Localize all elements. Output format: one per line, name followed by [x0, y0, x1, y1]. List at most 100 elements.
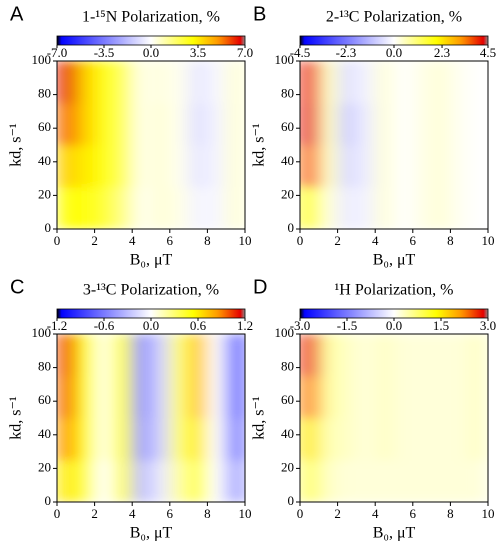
- heatmap-cell: [75, 61, 96, 104]
- heatmap-cell: [318, 187, 339, 229]
- heatmap-cell: [113, 187, 133, 229]
- heatmap-cell: [450, 334, 470, 377]
- heatmap-cell: [412, 334, 433, 377]
- x-tick-label: 4: [372, 233, 379, 248]
- heatmap-cell: [375, 334, 395, 377]
- heatmap-cell: [318, 334, 339, 377]
- heatmap-cell: [169, 61, 190, 104]
- heatmap-cell: [151, 145, 171, 188]
- y-tick-label: 60: [38, 119, 51, 134]
- heatmap-cell: [94, 460, 114, 502]
- heatmap-cell: [113, 460, 133, 502]
- y-axis-label: kd, s⁻¹: [251, 123, 268, 167]
- colorbar: [56, 35, 246, 46]
- heatmap-cell: [132, 103, 152, 146]
- heatmap-cell: [469, 103, 488, 146]
- x-axis-label: B₀, μT: [373, 252, 416, 269]
- colorbar-tick-label: 0.0: [386, 45, 402, 60]
- heatmap-cell: [431, 418, 451, 461]
- y-tick-label: 40: [281, 153, 294, 168]
- heatmap-cell: [356, 103, 376, 146]
- heatmap-cell: [132, 61, 152, 104]
- plot-frame: [299, 60, 489, 230]
- x-axis-label: B₀, μT: [373, 525, 416, 542]
- heatmap-cell: [450, 376, 470, 419]
- heatmap-cell: [132, 187, 152, 229]
- heatmap-cell: [94, 61, 114, 104]
- colorbar-tick-label: 3.0: [480, 318, 496, 333]
- heatmap-cell: [226, 376, 245, 419]
- heatmap-cell: [337, 418, 357, 461]
- colorbar-tick-label: -0.6: [94, 318, 115, 333]
- heatmap-cell: [169, 145, 190, 188]
- y-tick-label: 40: [38, 153, 51, 168]
- heatmap-cell: [469, 418, 488, 461]
- colorbar-tick-label: -1.2: [47, 318, 68, 333]
- heatmap-cell: [431, 145, 451, 188]
- heatmap-cell: [412, 145, 433, 188]
- y-tick-label: 20: [38, 459, 51, 474]
- heatmap-cell: [431, 61, 451, 104]
- heatmap-cell: [151, 103, 171, 146]
- panel-label: A: [10, 3, 24, 25]
- colorbar-title: 1-¹⁵N Polarization, %: [82, 9, 220, 26]
- y-axis-label: kd, s⁻¹: [8, 396, 25, 440]
- heatmap-cell: [375, 145, 395, 188]
- colorbar-tick-label: 0.0: [143, 45, 159, 60]
- x-tick-label: 2: [91, 233, 98, 248]
- heatmap-cell: [151, 187, 171, 229]
- heatmap-cell: [151, 376, 171, 419]
- heatmap-cell: [207, 61, 227, 104]
- heatmap-cell: [318, 460, 339, 502]
- heatmap-cell: [75, 334, 96, 377]
- heatmap-cell: [151, 418, 171, 461]
- x-tick-label: 8: [204, 506, 211, 521]
- x-tick-label: 2: [334, 233, 341, 248]
- panel-label: D: [253, 276, 267, 298]
- heatmap-cell: [188, 334, 208, 377]
- heatmap-cell: [226, 145, 245, 188]
- y-tick-label: 80: [281, 86, 294, 101]
- heatmap-cell: [450, 460, 470, 502]
- heatmap-cell: [412, 187, 433, 229]
- heatmap-cell: [75, 460, 96, 502]
- x-tick-label: 0: [54, 506, 61, 521]
- heatmap-cell: [394, 418, 414, 461]
- heatmap-cell: [207, 376, 227, 419]
- y-tick-label: 20: [281, 459, 294, 474]
- heatmap-cell: [450, 61, 470, 104]
- heatmap-cell: [394, 460, 414, 502]
- heatmap-cell: [132, 145, 152, 188]
- heatmap-cell: [169, 334, 190, 377]
- heatmap-cell: [188, 103, 208, 146]
- heatmap-cell: [356, 61, 376, 104]
- x-tick-label: 4: [372, 506, 379, 521]
- heatmap-cell: [75, 376, 96, 419]
- heatmap-cell: [300, 145, 320, 188]
- x-tick-label: 2: [334, 506, 341, 521]
- colorbar: [299, 35, 489, 46]
- heatmap-cell: [394, 145, 414, 188]
- panel: A 1-¹⁵N Polarization, % -7.0 -3.5 0.0 3.5 7.0 0…: [8, 3, 253, 268]
- colorbar-tick-label: -3.5: [94, 45, 115, 60]
- colorbar-tick-label: 7.0: [237, 45, 253, 60]
- heatmap-cell: [113, 145, 133, 188]
- y-tick-label: 0: [288, 220, 295, 235]
- colorbar-title: 3-¹³C Polarization, %: [83, 282, 219, 299]
- heatmap-cell: [94, 376, 114, 419]
- x-tick-label: 0: [54, 233, 61, 248]
- heatmap-cell: [75, 103, 96, 146]
- heatmap-cell: [188, 376, 208, 419]
- heatmap-cell: [300, 187, 320, 229]
- heatmap-cell: [431, 376, 451, 419]
- heatmap-cell: [356, 187, 376, 229]
- colorbar-tick-label: 1.2: [237, 318, 253, 333]
- x-tick-label: 6: [167, 233, 174, 248]
- heatmap: [57, 334, 245, 502]
- heatmap-cell: [337, 61, 357, 104]
- heatmap-cell: [169, 103, 190, 146]
- heatmap-cell: [412, 418, 433, 461]
- heatmap-cell: [300, 61, 320, 104]
- heatmap-cell: [300, 334, 320, 377]
